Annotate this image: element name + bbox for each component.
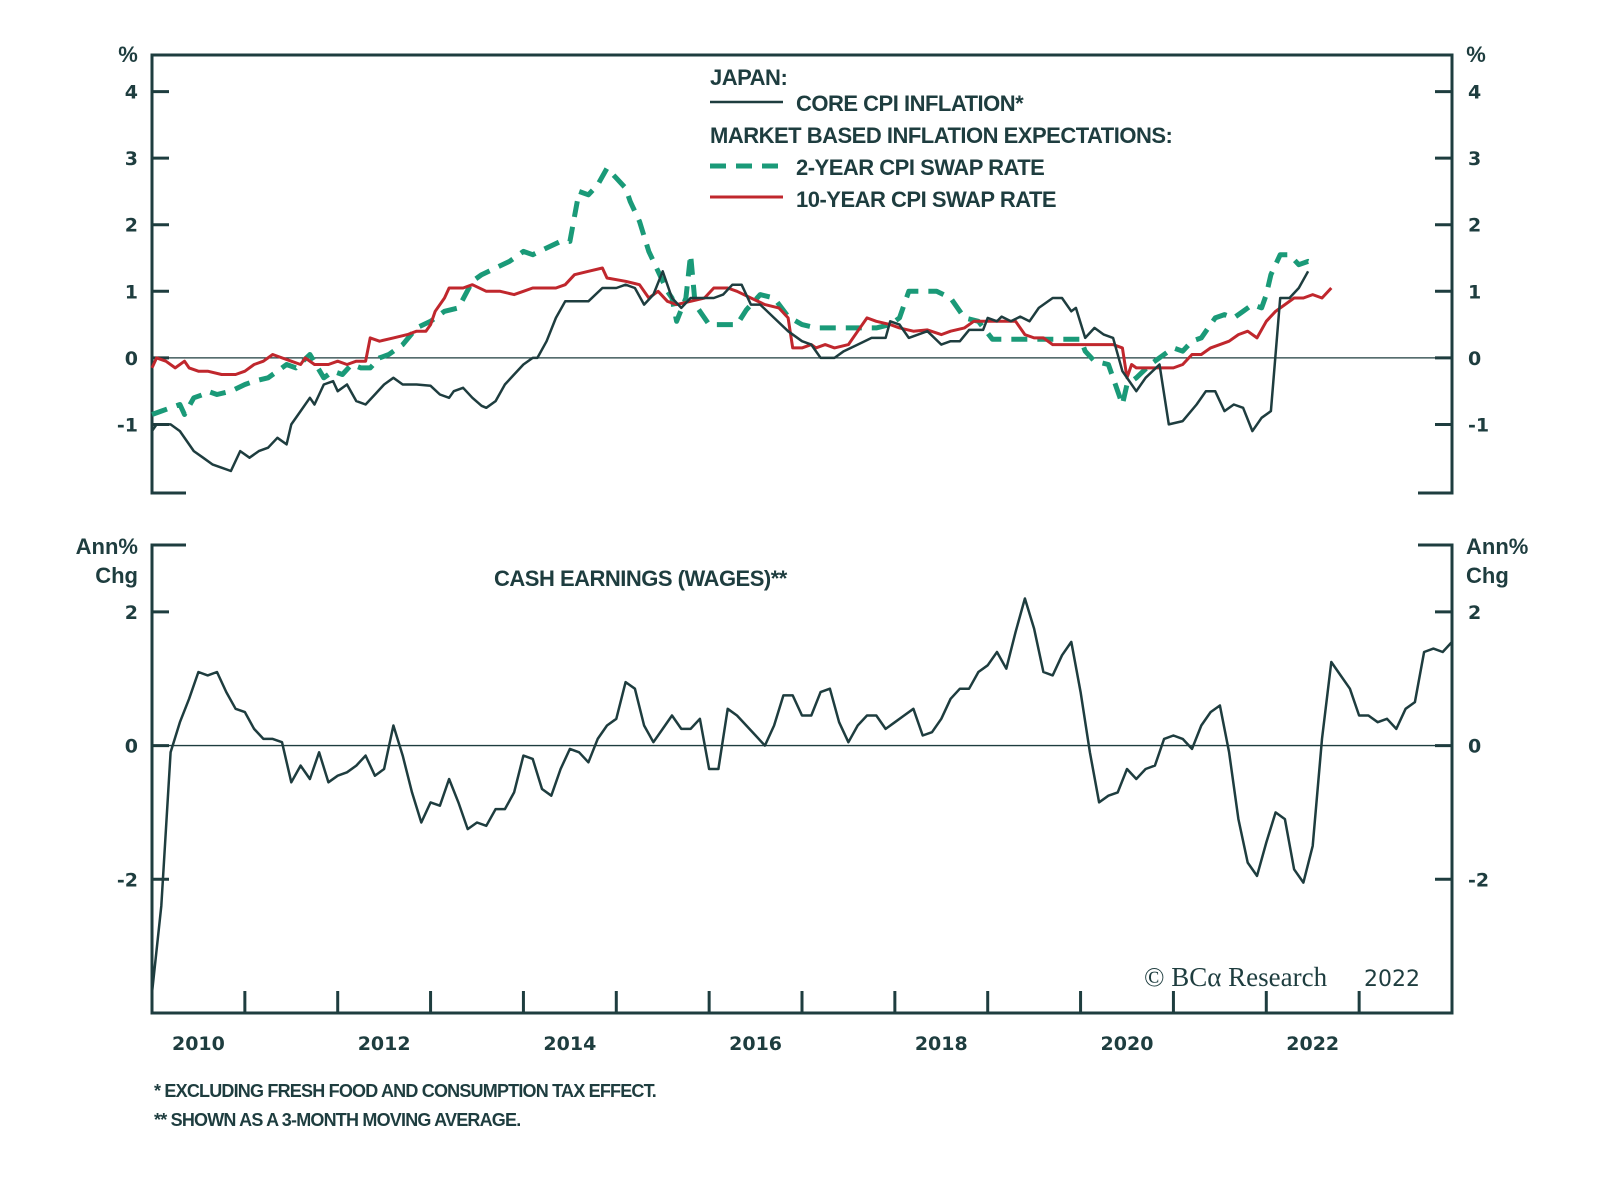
x-tick-label: 2010 (172, 1033, 225, 1055)
series-line-cash-earnings-wages (150, 597, 1453, 994)
right-y-tick-label: -1 (1468, 414, 1489, 436)
left-y-tick-label: 0 (125, 736, 138, 758)
left-y-tick-label: 0 (125, 348, 138, 370)
top-panel-frame (150, 53, 1454, 493)
bottom-panel-title: CASH EARNINGS (WAGES)** (494, 566, 788, 591)
legend: JAPAN: CORE CPI INFLATION* MARKET BASED … (710, 65, 1173, 212)
bottom-left-unit-label-line1: Ann% (76, 534, 138, 559)
copyright-text: © BCα Research (1144, 962, 1328, 992)
right-y-tick-label: 1 (1468, 281, 1481, 303)
legend-subtitle: MARKET BASED INFLATION EXPECTATIONS: (710, 123, 1172, 148)
copyright-year: 2022 (1364, 967, 1420, 992)
x-tick-label: 2018 (915, 1033, 968, 1055)
legend-title: JAPAN: (710, 65, 787, 90)
bottom-right-unit-label-line1: Ann% (1466, 534, 1528, 559)
right-y-tick-label: -2 (1468, 869, 1489, 891)
top-panel: 4 4 3 3 2 2 1 1 0 0 -1 -1 % % (117, 42, 1489, 495)
legend-label-2yr: 2-YEAR CPI SWAP RATE (796, 155, 1044, 180)
footnote-2: ** SHOWN AS A 3-MONTH MOVING AVERAGE. (154, 1110, 520, 1130)
legend-label-10yr: 10-YEAR CPI SWAP RATE (796, 187, 1056, 212)
series-line-core-cpi-inflation (150, 270, 1310, 473)
bottom-panel-frame (150, 543, 1454, 1015)
x-tick-label: 2012 (358, 1033, 411, 1055)
copyright: © BCα Research 2022 (1144, 962, 1420, 992)
left-y-tick-label: 4 (125, 82, 138, 104)
right-y-tick-label: 2 (1468, 215, 1481, 237)
top-series-group (150, 165, 1333, 473)
legend-label-core-cpi: CORE CPI INFLATION* (796, 91, 1024, 116)
bottom-y-ticks: 2 2 0 0 -2 -2 (117, 602, 1489, 891)
bottom-panel: 2 2 0 0 -2 -2 Ann% Chg Ann% Chg CASH EARNINGS… (76, 534, 1528, 1015)
top-left-unit-label: % (118, 42, 138, 67)
left-y-tick-label: -2 (117, 869, 138, 891)
right-y-tick-label: 4 (1468, 82, 1481, 104)
left-y-tick-label: 1 (125, 281, 138, 303)
right-y-tick-label: 2 (1468, 602, 1481, 624)
top-y-ticks: 4 4 3 3 2 2 1 1 0 0 -1 -1 (117, 82, 1489, 437)
top-right-unit-label: % (1466, 42, 1486, 67)
bottom-series-group (150, 597, 1453, 994)
x-tick-label: 2014 (543, 1033, 596, 1055)
right-y-tick-label: 0 (1468, 736, 1481, 758)
left-y-tick-label: 3 (125, 148, 138, 170)
left-y-tick-label: -1 (117, 414, 138, 436)
right-y-tick-label: 3 (1468, 148, 1481, 170)
footnote-1: * EXCLUDING FRESH FOOD AND CONSUMPTION T… (154, 1081, 656, 1101)
bottom-left-unit-label-line2: Chg (95, 563, 138, 588)
x-axis: 2010 2012 2014 2016 2018 2020 2022 (172, 991, 1361, 1055)
left-y-tick-label: 2 (125, 215, 138, 237)
x-tick-label: 2020 (1101, 1033, 1154, 1055)
right-y-tick-label: 0 (1468, 348, 1481, 370)
x-tick-label: 2022 (1286, 1033, 1339, 1055)
left-y-tick-label: 2 (125, 602, 138, 624)
bottom-right-unit-label-line2: Chg (1466, 563, 1509, 588)
series-line-10-year-cpi-swap-rate (150, 266, 1333, 380)
x-tick-label: 2016 (729, 1033, 782, 1055)
